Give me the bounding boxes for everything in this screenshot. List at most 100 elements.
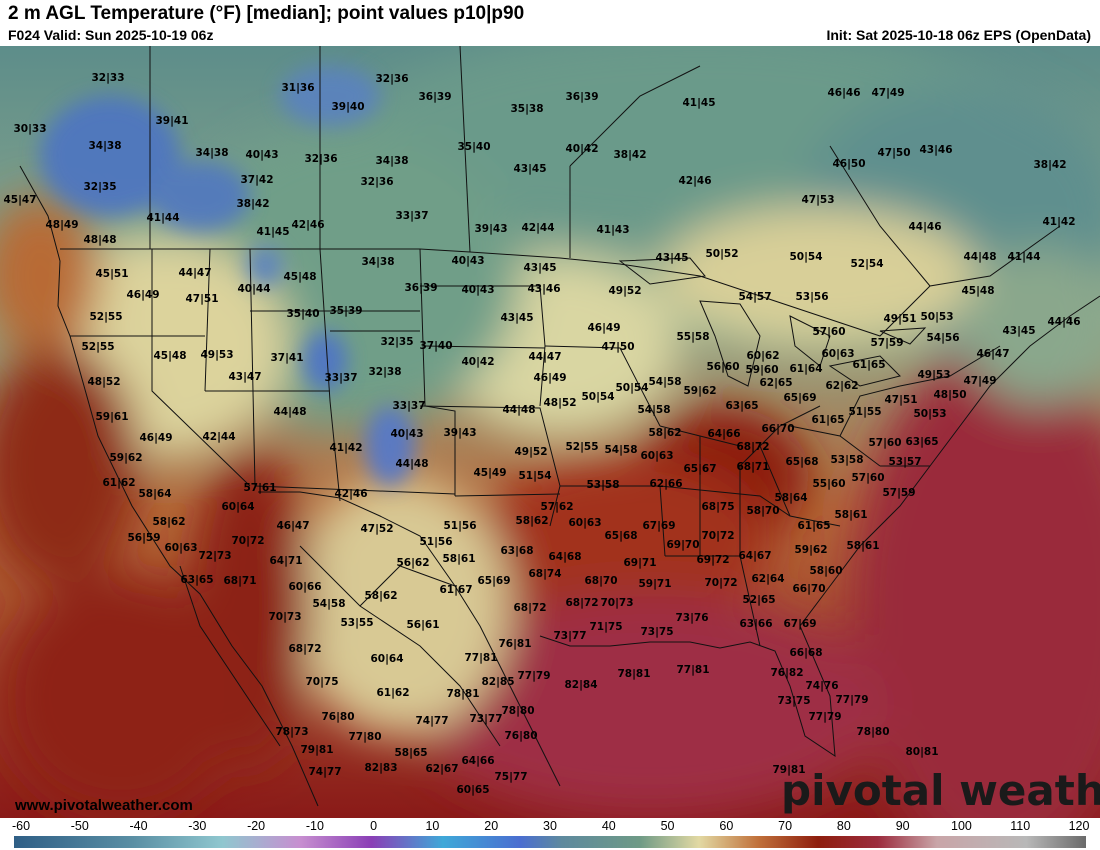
- point-value-label: 30|33: [13, 123, 46, 135]
- point-value-label: 41|45: [256, 226, 289, 238]
- point-value-label: 47|51: [185, 293, 218, 305]
- point-value-label: 42|46: [291, 219, 324, 231]
- point-value-label: 67|69: [642, 520, 675, 532]
- point-value-label: 68|72: [288, 643, 321, 655]
- point-value-label: 77|81: [676, 664, 709, 676]
- point-value-label: 60|63: [568, 517, 601, 529]
- point-value-label: 76|81: [498, 638, 531, 650]
- point-value-label: 47|52: [360, 523, 393, 535]
- point-value-label: 52|55: [81, 341, 114, 353]
- point-value-label: 39|41: [155, 115, 188, 127]
- point-value-label: 37|40: [419, 340, 452, 352]
- point-value-label: 59|62: [683, 385, 716, 397]
- point-value-label: 45|49: [473, 467, 506, 479]
- point-value-label: 82|85: [481, 676, 514, 688]
- point-value-label: 80|81: [905, 746, 938, 758]
- point-value-label: 73|77: [469, 713, 502, 725]
- point-value-label: 51|56: [443, 520, 476, 532]
- point-value-label: 33|37: [395, 210, 428, 222]
- point-value-label: 68|70: [584, 575, 617, 587]
- point-value-label: 47|50: [601, 341, 634, 353]
- point-value-label: 68|75: [701, 501, 734, 513]
- point-value-label: 35|40: [286, 308, 319, 320]
- point-value-label: 43|46: [919, 144, 952, 156]
- point-value-label: 51|54: [518, 470, 551, 482]
- point-value-label: 49|52: [514, 446, 547, 458]
- point-value-label: 50|54: [615, 382, 648, 394]
- point-value-label: 47|50: [877, 147, 910, 159]
- point-value-label: 64|68: [548, 551, 581, 563]
- point-value-label: 50|53: [920, 311, 953, 323]
- point-value-label: 42|46: [334, 488, 367, 500]
- point-value-label: 54|56: [926, 332, 959, 344]
- point-value-label: 41|43: [596, 224, 629, 236]
- point-value-label: 61|64: [789, 363, 822, 375]
- point-value-label: 75|77: [494, 771, 527, 783]
- point-value-label: 38|42: [1033, 159, 1066, 171]
- point-value-label: 32|36: [304, 153, 337, 165]
- valid-time: F024 Valid: Sun 2025-10-19 06z: [8, 27, 214, 43]
- point-value-label: 58|61: [846, 540, 879, 552]
- point-value-label: 47|49: [963, 375, 996, 387]
- point-value-label: 36|39: [404, 282, 437, 294]
- point-value-label: 70|72: [231, 535, 264, 547]
- point-value-label: 50|53: [913, 408, 946, 420]
- point-value-label: 56|61: [406, 619, 439, 631]
- point-value-label: 73|75: [777, 695, 810, 707]
- point-value-label: 70|72: [701, 530, 734, 542]
- point-value-label: 40|43: [245, 149, 278, 161]
- point-value-label: 63|65: [905, 436, 938, 448]
- point-value-label: 65|68: [604, 530, 637, 542]
- point-value-label: 55|58: [676, 331, 709, 343]
- point-value-label: 58|61: [834, 509, 867, 521]
- point-value-label: 69|71: [623, 557, 656, 569]
- point-value-label: 36|39: [565, 91, 598, 103]
- point-value-label: 53|55: [340, 617, 373, 629]
- point-value-label: 53|57: [888, 456, 921, 468]
- point-value-label: 57|60: [851, 472, 884, 484]
- point-value-label: 40|42: [565, 143, 598, 155]
- point-value-label: 52|54: [850, 258, 883, 270]
- point-value-label: 44|48: [395, 458, 428, 470]
- brand-logo: pivotal weather: [781, 766, 1100, 815]
- point-value-label: 34|38: [195, 147, 228, 159]
- point-value-label: 49|51: [883, 313, 916, 325]
- point-value-label: 61|62: [102, 477, 135, 489]
- point-value-label: 64|66: [461, 755, 494, 767]
- point-value-label: 68|72: [736, 441, 769, 453]
- point-value-label: 78|81: [617, 668, 650, 680]
- point-value-label: 49|53: [917, 369, 950, 381]
- colorbar: -60 -50 -40 -30 -20 -10 0 10 20 30 40 50 60 70 80 90 100…: [0, 818, 1100, 850]
- map-canvas: 32|33 31|36 32|36 36|39 36|39 39|40 35|38 41|45…: [0, 46, 1100, 818]
- point-value-label: 77|79: [808, 711, 841, 723]
- point-value-label: 63|65: [180, 574, 213, 586]
- point-value-label: 41|44: [146, 212, 179, 224]
- point-value-label: 44|47: [528, 351, 561, 363]
- point-value-label: 66|70: [761, 423, 794, 435]
- point-value-label: 82|84: [564, 679, 597, 691]
- colorbar-tick-label: 30: [543, 819, 557, 833]
- point-value-label: 62|67: [425, 763, 458, 775]
- point-value-label: 54|58: [648, 376, 681, 388]
- point-value-label: 78|80: [856, 726, 889, 738]
- point-value-label: 46|49: [126, 289, 159, 301]
- point-value-label: 46|49: [533, 372, 566, 384]
- point-value-label: 39|43: [443, 427, 476, 439]
- point-value-label: 57|62: [540, 501, 573, 513]
- point-value-label: 70|72: [704, 577, 737, 589]
- point-value-label: 48|52: [87, 376, 120, 388]
- point-value-label: 57|60: [868, 437, 901, 449]
- point-value-label: 44|48: [963, 251, 996, 263]
- point-value-label: 73|77: [553, 630, 586, 642]
- point-value-label: 43|45: [523, 262, 556, 274]
- point-value-label: 33|37: [324, 372, 357, 384]
- website-label[interactable]: www.pivotalweather.com: [15, 797, 193, 814]
- point-value-label: 39|40: [331, 101, 364, 113]
- point-value-label: 33|37: [392, 400, 425, 412]
- point-value-label: 82|83: [364, 762, 397, 774]
- point-value-label: 58|61: [442, 553, 475, 565]
- point-value-label: 47|51: [884, 394, 917, 406]
- colorbar-tick-label: 80: [836, 819, 851, 833]
- point-value-label: 42|44: [202, 431, 235, 443]
- point-value-label: 35|40: [457, 141, 490, 153]
